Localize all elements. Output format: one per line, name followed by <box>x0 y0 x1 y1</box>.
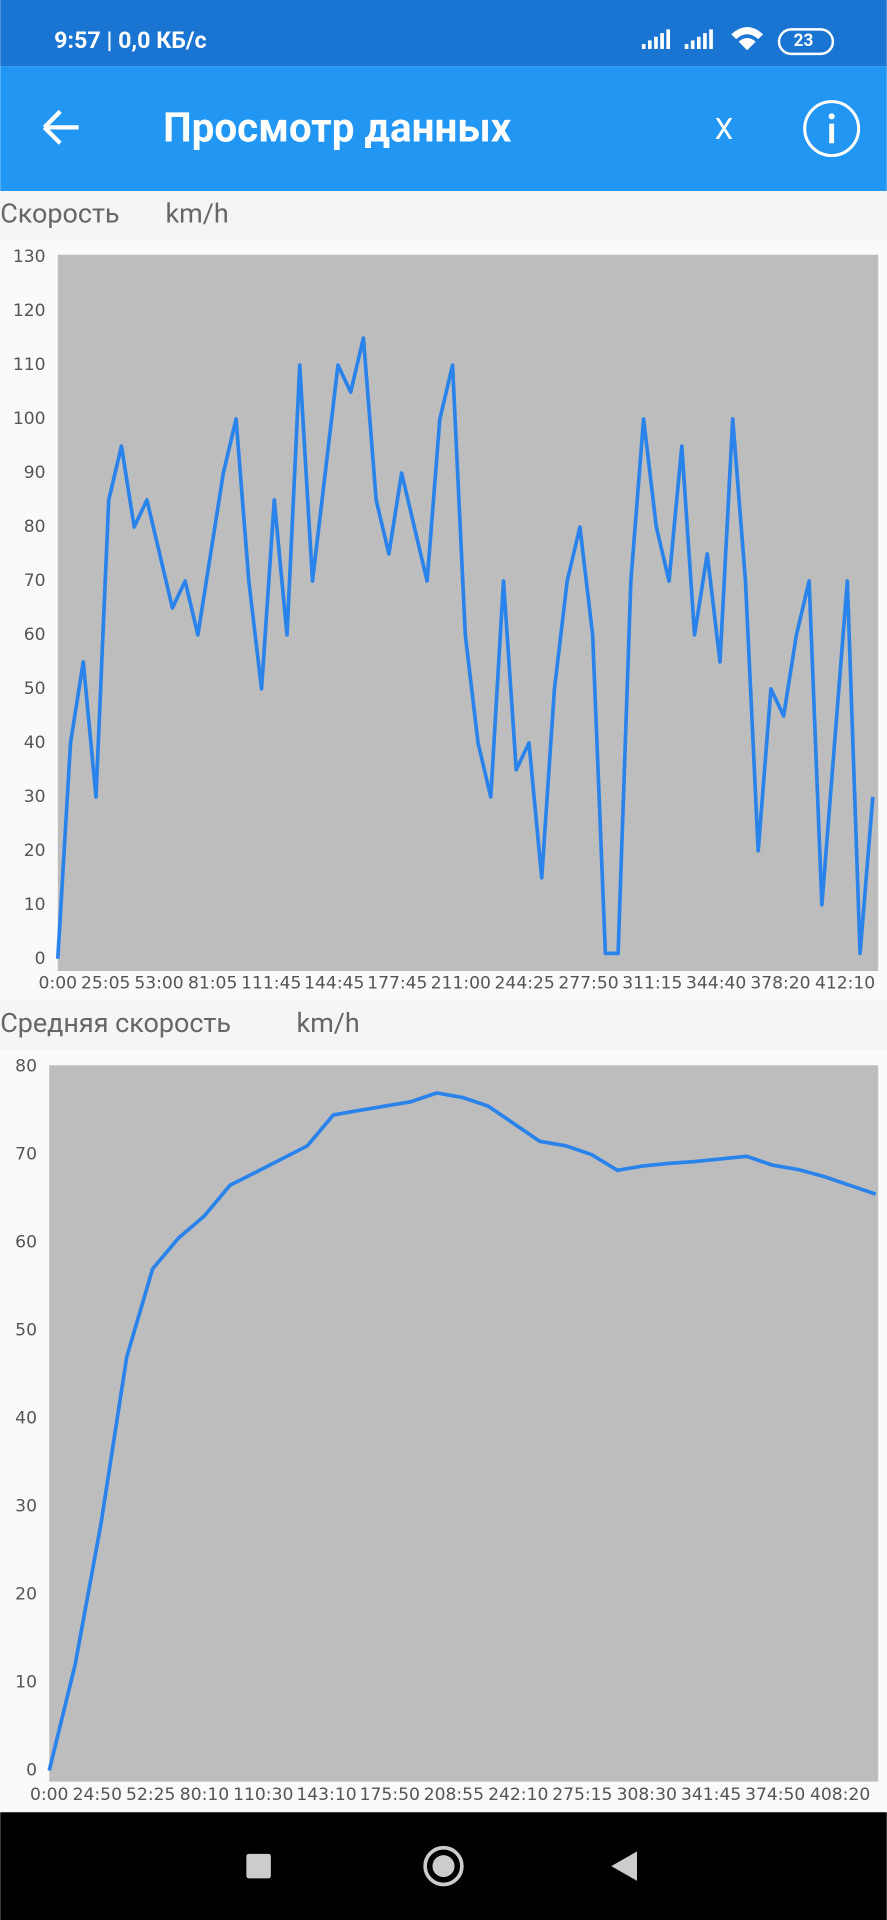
x-tick-label: 143:10 <box>296 1785 356 1805</box>
y-tick-label: 70 <box>24 571 46 591</box>
x-tick-label: 25:05 <box>81 973 130 993</box>
x-tick-label: 111:45 <box>241 973 301 993</box>
close-button[interactable]: X <box>715 113 733 147</box>
y-tick-label: 130 <box>13 247 46 267</box>
y-tick-label: 80 <box>24 517 46 537</box>
status-time: 9:57 | 0,0 КБ/с <box>54 26 206 54</box>
x-tick-label: 53:00 <box>134 973 183 993</box>
y-tick-label: 20 <box>15 1585 37 1605</box>
x-tick-label: 311:15 <box>622 973 682 993</box>
chart-unit: km/h <box>166 198 229 230</box>
x-tick-label: 110:30 <box>233 1785 293 1805</box>
y-tick-label: 90 <box>24 463 46 483</box>
y-tick-label: 100 <box>13 409 46 429</box>
nav-back[interactable] <box>611 1851 637 1881</box>
chart-unit: km/h <box>297 1007 360 1039</box>
y-tick-label: 10 <box>24 895 46 915</box>
nav-home[interactable] <box>423 1845 464 1887</box>
y-tick-label: 60 <box>15 1233 37 1253</box>
x-tick-label: 81:05 <box>188 973 237 993</box>
x-tick-label: 52:25 <box>126 1785 175 1805</box>
x-tick-label: 144:45 <box>304 973 364 993</box>
x-tick-label: 308:30 <box>617 1785 677 1805</box>
y-tick-label: 10 <box>15 1673 37 1693</box>
info-button[interactable] <box>803 100 861 158</box>
chart-background <box>0 191 887 240</box>
x-tick-label: 408:20 <box>810 1785 870 1805</box>
app-bar <box>0 66 887 192</box>
x-tick-label: 211:00 <box>431 973 491 993</box>
x-tick-label: 412:10 <box>815 973 875 993</box>
x-tick-label: 341:45 <box>681 1785 741 1805</box>
x-tick-label: 177:45 <box>367 973 427 993</box>
x-tick-label: 0:00 <box>30 1785 68 1805</box>
y-tick-label: 120 <box>13 301 46 321</box>
y-tick-label: 30 <box>24 787 46 807</box>
chart-title: Скорость <box>0 198 119 230</box>
battery-level: 23 <box>794 31 814 51</box>
x-tick-label: 24:50 <box>73 1785 122 1805</box>
x-tick-label: 208:55 <box>424 1785 484 1805</box>
y-tick-label: 0 <box>26 1761 37 1781</box>
signal-icons <box>641 26 764 51</box>
chart-background <box>0 1000 887 1050</box>
x-tick-label: 175:50 <box>360 1785 420 1805</box>
y-tick-label: 50 <box>24 679 46 699</box>
x-tick-label: 80:10 <box>180 1785 229 1805</box>
x-tick-label: 275:15 <box>552 1785 612 1805</box>
chart-title: Средняя скорость <box>0 1007 231 1039</box>
x-tick-label: 244:25 <box>495 973 555 993</box>
y-tick-label: 40 <box>24 733 46 753</box>
battery <box>777 28 835 56</box>
y-tick-label: 110 <box>13 355 46 375</box>
x-tick-label: 0:00 <box>39 973 77 993</box>
plot-area <box>49 1065 879 1782</box>
x-tick-label: 378:20 <box>750 973 810 993</box>
app-title: Просмотр данных <box>163 105 512 152</box>
x-tick-label: 374:50 <box>745 1785 805 1805</box>
y-tick-label: 70 <box>15 1145 37 1165</box>
x-tick-label: 344:40 <box>686 973 746 993</box>
y-tick-label: 60 <box>24 625 46 645</box>
y-tick-label: 80 <box>15 1057 37 1077</box>
data-line <box>55 336 875 959</box>
y-tick-label: 20 <box>24 841 46 861</box>
back-button[interactable] <box>42 109 79 145</box>
x-tick-label: 277:50 <box>558 973 618 993</box>
data-line <box>47 1091 877 1772</box>
y-tick-label: 40 <box>15 1409 37 1429</box>
plot-area <box>57 254 879 972</box>
nav-recents[interactable] <box>246 1853 271 1879</box>
y-tick-label: 0 <box>35 949 46 969</box>
y-tick-label: 50 <box>15 1321 37 1341</box>
y-tick-label: 30 <box>15 1497 37 1517</box>
x-tick-label: 242:10 <box>488 1785 548 1805</box>
